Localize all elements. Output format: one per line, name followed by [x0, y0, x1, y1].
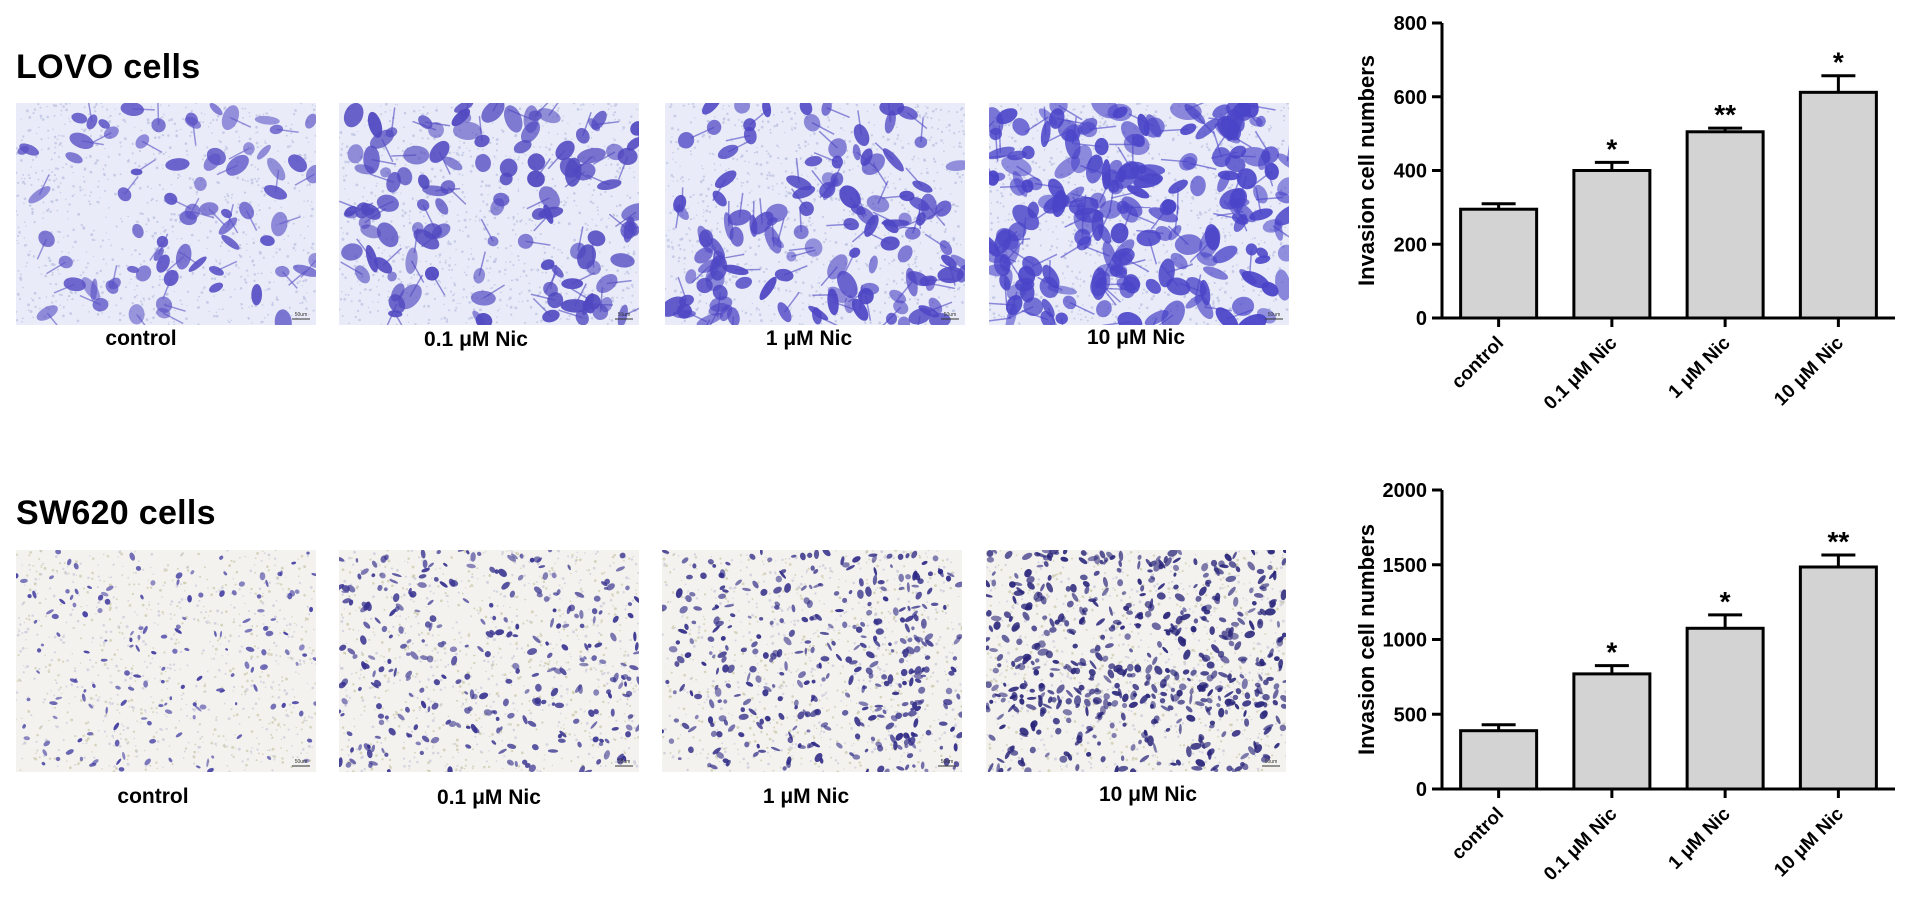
- bar: [1461, 731, 1537, 789]
- y-tick-label: 600: [1394, 87, 1427, 109]
- y-tick-label: 1500: [1383, 555, 1428, 577]
- x-tick-label: 0.1 μM Nic: [1540, 332, 1622, 414]
- y-tick-label: 1000: [1383, 630, 1428, 652]
- caption-sw620-1-nic: 1 μM Nic: [656, 785, 956, 809]
- scale-bar-label: 50um: [618, 759, 631, 765]
- caption-sw620-0-1-nic: 0.1 μM Nic: [339, 786, 639, 810]
- x-tick-label: 0.1 μM Nic: [1540, 803, 1622, 885]
- scale-bar-label: 50um: [941, 759, 954, 765]
- x-tick-label: 10 μM Nic: [1770, 803, 1848, 881]
- bar: [1687, 132, 1763, 318]
- scale-bar-label: 50um: [618, 312, 631, 318]
- panel-title-lovo: LOVO cells: [16, 48, 200, 87]
- micrograph-sw620-0-1-nic: 50um: [339, 550, 639, 772]
- significance-marker: **: [1714, 99, 1736, 130]
- significance-marker: **: [1827, 526, 1849, 557]
- y-tick-label: 200: [1394, 234, 1427, 256]
- scale-bar-label: 50um: [1265, 759, 1278, 765]
- caption-lovo-0-1-nic: 0.1 μM Nic: [326, 328, 626, 352]
- bar: [1574, 674, 1650, 789]
- y-tick-label: 400: [1394, 161, 1427, 183]
- micrograph-texture: 50um: [665, 103, 965, 325]
- caption-sw620-10-nic: 10 μM Nic: [998, 783, 1298, 807]
- y-tick-label: 0: [1416, 308, 1427, 330]
- micrograph-texture: 50um: [662, 550, 962, 772]
- micrograph-texture: 50um: [16, 103, 316, 325]
- micrograph-sw620-control: 50um: [16, 550, 316, 772]
- bar: [1687, 628, 1763, 789]
- scale-bar-label: 50um: [295, 759, 308, 765]
- micrograph-texture: 50um: [339, 103, 639, 325]
- y-tick-label: 0: [1416, 779, 1427, 801]
- x-tick-label: 10 μM Nic: [1770, 332, 1848, 410]
- caption-lovo-1-nic: 1 μM Nic: [659, 327, 959, 351]
- micrograph-sw620-10-nic: 50um: [986, 550, 1286, 772]
- y-tick-label: 500: [1394, 704, 1427, 726]
- y-axis-label: Invasion cell numbers: [1354, 524, 1379, 755]
- significance-marker: *: [1833, 47, 1844, 78]
- bar: [1800, 567, 1876, 789]
- scale-bar-label: 50um: [944, 312, 957, 318]
- caption-sw620-control: control: [3, 785, 303, 809]
- y-tick-label: 2000: [1383, 480, 1428, 502]
- micrograph-texture: 50um: [339, 550, 639, 772]
- micrograph-texture: 50um: [989, 103, 1289, 325]
- scale-bar-label: 50um: [1268, 312, 1281, 318]
- micrograph-lovo-0-1-nic: 50um: [339, 103, 639, 325]
- micrograph-lovo-10-nic: 50um: [989, 103, 1289, 325]
- x-tick-label: control: [1448, 804, 1508, 864]
- caption-lovo-10-nic: 10 μM Nic: [986, 326, 1286, 350]
- bar: [1574, 171, 1650, 319]
- micrograph-texture: 50um: [986, 550, 1286, 772]
- significance-marker: *: [1606, 133, 1617, 164]
- micrograph-lovo-1-nic: 50um: [665, 103, 965, 325]
- significance-marker: *: [1720, 586, 1731, 617]
- bar: [1800, 92, 1876, 318]
- significance-marker: *: [1606, 637, 1617, 668]
- panel-title-sw620: SW620 cells: [16, 494, 216, 533]
- x-tick-label: 1 μM Nic: [1665, 332, 1735, 402]
- y-tick-label: 800: [1394, 13, 1427, 35]
- caption-lovo-control: control: [0, 327, 291, 351]
- micrograph-texture: 50um: [16, 550, 316, 772]
- micrograph-sw620-1-nic: 50um: [662, 550, 962, 772]
- chart-lovo-invasion: 0 200 400 600 800 Invasion cell numbers contro…: [1350, 0, 1910, 435]
- x-tick-label: control: [1448, 333, 1508, 393]
- x-tick-label: 1 μM Nic: [1665, 803, 1735, 873]
- chart-lovo-svg: 0 200 400 600 800 Invasion cell numbers contro…: [1350, 0, 1910, 430]
- y-axis-label: Invasion cell numbers: [1354, 55, 1379, 286]
- scale-bar-label: 50um: [295, 312, 308, 318]
- micrograph-lovo-control: 50um: [16, 103, 316, 325]
- bar: [1461, 209, 1537, 318]
